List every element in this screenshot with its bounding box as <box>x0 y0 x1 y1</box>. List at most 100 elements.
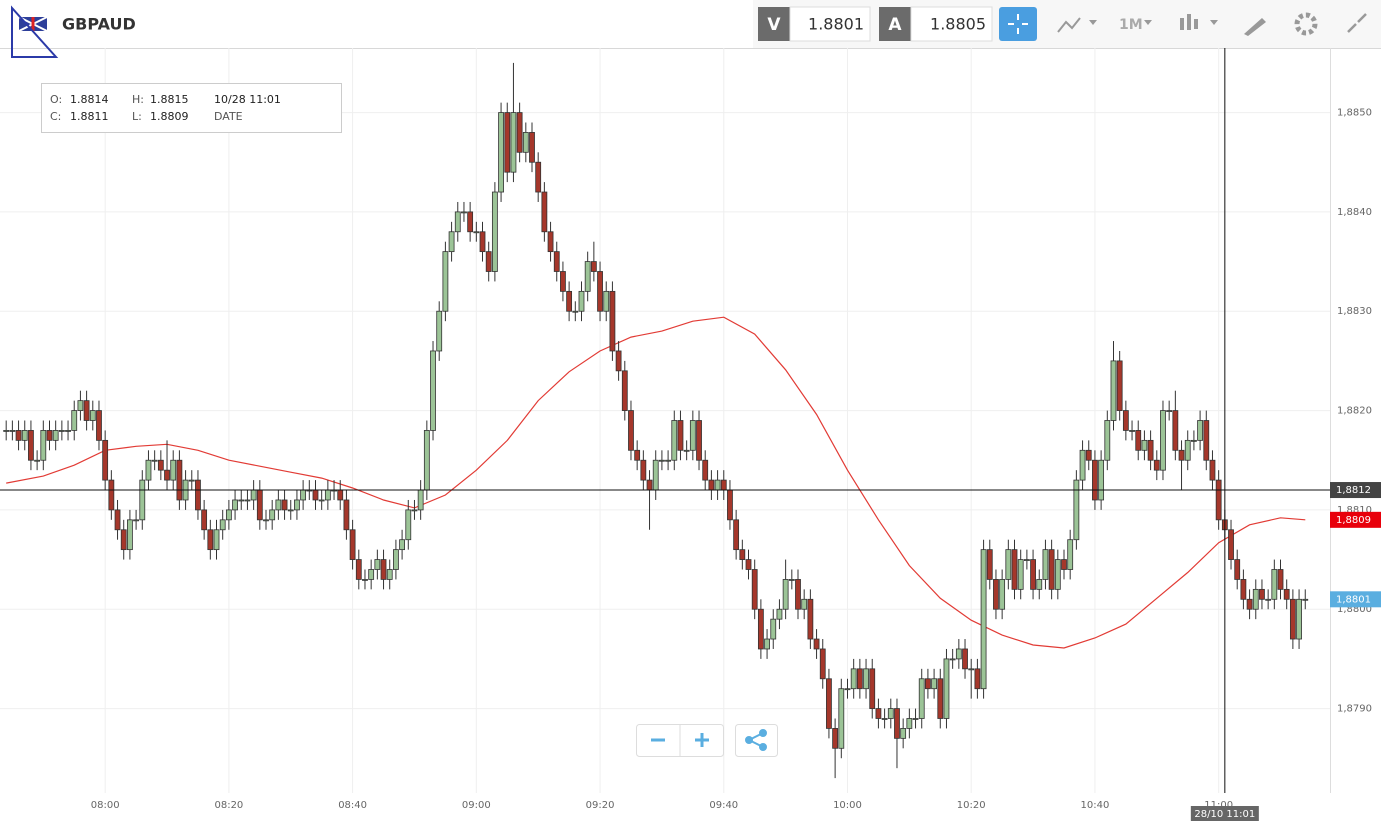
candle-body <box>708 479 715 491</box>
candle-body <box>1079 449 1086 481</box>
candle-body <box>597 271 603 312</box>
candle-body <box>430 350 436 431</box>
candle-body <box>300 489 307 501</box>
candle-body <box>566 290 573 312</box>
candle-body <box>628 410 634 451</box>
candle-body <box>838 688 845 749</box>
candle-body <box>1048 549 1055 590</box>
share-button[interactable] <box>745 729 767 751</box>
candle-body <box>1191 439 1197 442</box>
candle-body <box>461 211 467 214</box>
x-tick-label: 09:40 <box>709 800 738 811</box>
candle-body <box>1030 559 1036 590</box>
candle-body <box>3 430 10 432</box>
candle-body <box>671 420 678 461</box>
candle-body <box>448 231 455 253</box>
candle-body <box>40 430 47 461</box>
candle-body <box>102 439 109 481</box>
crosshair-button[interactable] <box>999 7 1037 41</box>
candle-body <box>615 350 622 372</box>
candle-body <box>1042 549 1049 580</box>
candle-body <box>71 410 78 431</box>
price-tag <box>1330 511 1381 528</box>
candle-body <box>1240 579 1247 600</box>
candle-body <box>733 519 740 551</box>
candle-body <box>516 112 523 153</box>
candle-body <box>362 579 368 581</box>
moving-average <box>6 316 1306 649</box>
x-tick-label: 10:20 <box>957 800 986 811</box>
candle-body <box>931 678 937 690</box>
candle-body <box>393 549 399 570</box>
buy-price: 1.8805 <box>930 15 986 34</box>
candle-body <box>58 430 65 432</box>
candle-body <box>498 112 504 193</box>
candle-body <box>238 499 245 502</box>
candle-body <box>312 489 319 501</box>
y-tick-label: 1,8850 <box>1337 108 1372 119</box>
candle-body <box>1110 360 1117 421</box>
zoom-controls <box>636 724 778 757</box>
candle-body <box>906 718 913 729</box>
candle-body <box>374 559 381 570</box>
symbol: GBPAUD <box>62 15 136 34</box>
candle-body <box>757 608 764 650</box>
sell-button[interactable] <box>758 7 790 41</box>
fullscreen-button[interactable] <box>1347 13 1367 33</box>
sell-price-box <box>789 6 871 42</box>
candle-body <box>863 668 869 690</box>
candle-body <box>219 519 226 531</box>
candle-body <box>1104 420 1111 461</box>
candle-body <box>213 529 220 551</box>
candle-body <box>127 519 133 551</box>
candle-body <box>887 708 894 719</box>
candle-body <box>96 410 102 441</box>
settings-button[interactable] <box>1294 12 1318 36</box>
candle-body <box>819 648 826 680</box>
candle-body <box>467 211 474 233</box>
candle-body <box>1092 459 1098 501</box>
candle-body <box>1141 439 1148 451</box>
chart-type-button[interactable] <box>1180 14 1218 30</box>
candle-body <box>925 678 931 690</box>
candle-body <box>269 509 276 521</box>
candle-body <box>479 231 486 253</box>
info-box <box>41 83 342 133</box>
candle-body <box>294 499 300 511</box>
candle-body <box>943 658 950 719</box>
indicator-button[interactable] <box>1057 17 1097 33</box>
candle-body <box>584 261 591 292</box>
draw-button[interactable] <box>1244 18 1266 36</box>
buy-button[interactable] <box>879 7 911 41</box>
timeframe[interactable]: 1M <box>1119 17 1143 33</box>
candle-body <box>522 132 529 153</box>
candle-body <box>813 638 820 650</box>
y-tick-label: 1,8800 <box>1337 604 1372 615</box>
zoom-in[interactable] <box>695 733 709 747</box>
candle-body <box>491 191 498 272</box>
candle-body <box>535 161 542 193</box>
candle-body <box>89 410 96 421</box>
candle-body <box>52 430 59 441</box>
candle-body <box>894 708 900 739</box>
candle-body <box>603 290 610 312</box>
candle-body <box>1067 539 1074 570</box>
sell-label: V <box>767 15 781 35</box>
candle-body <box>170 459 177 481</box>
candle-body <box>34 459 41 462</box>
candle-body <box>201 509 208 531</box>
candle-body <box>195 479 201 511</box>
candle-body <box>900 728 907 739</box>
candle-body <box>133 519 139 522</box>
candle-body <box>244 499 251 502</box>
x-tick-label: 10:00 <box>833 800 862 811</box>
candle-body <box>683 449 690 452</box>
candle-body <box>652 459 659 491</box>
plot: 1,8790 1,8800 1,8810 1,8820 1,8830 1,8840 1,88… <box>0 48 1381 821</box>
info-label: O: <box>50 93 62 106</box>
candle-body <box>993 579 999 610</box>
candle-body <box>727 489 733 521</box>
crosshair-price-label: 1,8812 <box>1336 485 1371 496</box>
y-tick-label: 1,8830 <box>1337 306 1372 317</box>
candle-body <box>640 459 647 481</box>
